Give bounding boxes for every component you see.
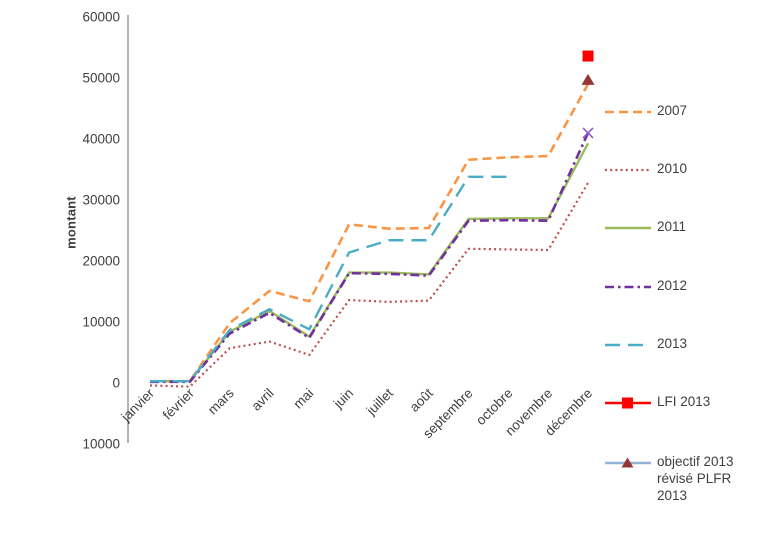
legend-label: LFI 2013 [657, 394, 711, 409]
legend-item-2012: 2012 [605, 277, 687, 296]
y-tick-label: 60000 [82, 10, 120, 25]
y-tick-label: 20000 [82, 254, 120, 269]
legend-label: 2012 [657, 278, 688, 293]
y-tick-label: 0 [112, 376, 120, 391]
y-tick-label: 10000 [82, 437, 120, 452]
y-axis-title: montant [63, 196, 79, 249]
legend-swatch [605, 397, 651, 409]
y-tick-label: 10000 [82, 315, 120, 330]
x-axis-label: juillet [363, 385, 396, 418]
end-marker-2012 [582, 127, 594, 139]
legend-square-marker [622, 397, 633, 409]
x-axis-label: avril [248, 386, 276, 414]
x-axis-label: mars [205, 385, 237, 417]
legend-label: 2007 [657, 103, 688, 118]
legend-swatch [605, 343, 651, 347]
y-tick-label: 50000 [82, 71, 120, 86]
x-axis-label: février [160, 385, 197, 422]
legend-item-2007: 2007 [605, 102, 687, 121]
legend-item-2010: 2010 [605, 160, 687, 179]
legend-label: 2013 [657, 336, 688, 351]
x-axis-label: janvier [118, 385, 158, 425]
y-tick-label: 30000 [82, 193, 120, 208]
legend-item-2011: 2011 [605, 218, 686, 237]
x-axis-label: juin [330, 386, 356, 412]
series-line-2007 [150, 83, 590, 383]
x-axis-label: mai [290, 386, 316, 412]
legend-swatch [605, 168, 651, 172]
legend-label: objectif 2013 révisé PLFR 2013 [657, 454, 734, 503]
legend-item-2013: 2013 [605, 335, 687, 354]
x-axis-label: août [407, 385, 436, 414]
marker-objectif-2013-révisé-plfr-2013 [581, 73, 595, 85]
series-line-2010 [149, 182, 589, 388]
legend-label: 2011 [657, 219, 687, 234]
legend-swatch [605, 226, 651, 230]
series-line-2013 [150, 175, 509, 383]
series-line-2012 [150, 132, 590, 384]
legend-label: 2010 [657, 161, 688, 176]
marker-lfi-2013 [582, 50, 594, 62]
legend-item-objectif-2013-révisé-plfr-2013: objectif 2013 révisé PLFR 2013 [605, 453, 760, 504]
legend-swatch [605, 110, 651, 114]
legend-swatch [605, 285, 651, 289]
series-line-2011 [150, 142, 590, 383]
legend-swatch [605, 457, 651, 468]
legend-item-lfi-2013: LFI 2013 [605, 393, 710, 412]
y-tick-label: 40000 [82, 132, 120, 147]
legend-triangle-marker [621, 457, 634, 468]
